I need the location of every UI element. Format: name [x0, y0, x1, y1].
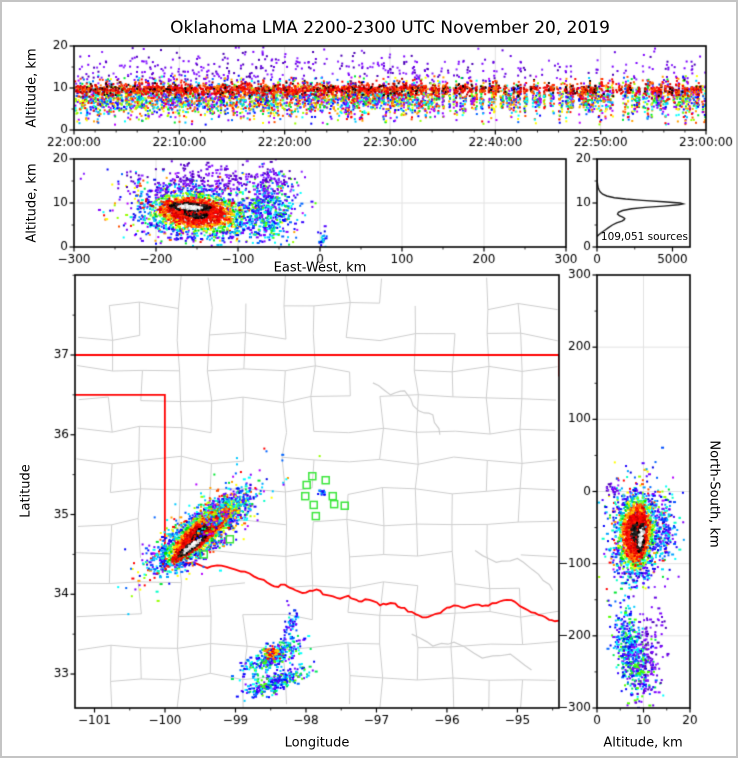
eastwest-panel-xlabel: East-West, km — [273, 260, 367, 276]
time-panel-ylabel: Altitude, km — [24, 48, 40, 128]
figure-title: Oklahoma LMA 2200-2300 UTC November 20, … — [170, 18, 610, 38]
sources-count-annotation: 109,051 sources — [600, 231, 688, 243]
eastwest-panel-ylabel: Altitude, km — [24, 163, 40, 243]
map-xlabel: Longitude — [284, 735, 350, 751]
northsouth-panel-ylabel: North-South, km — [706, 440, 722, 548]
northsouth-panel-xlabel: Altitude, km — [603, 735, 683, 751]
map-ylabel: Latitude — [18, 464, 34, 518]
